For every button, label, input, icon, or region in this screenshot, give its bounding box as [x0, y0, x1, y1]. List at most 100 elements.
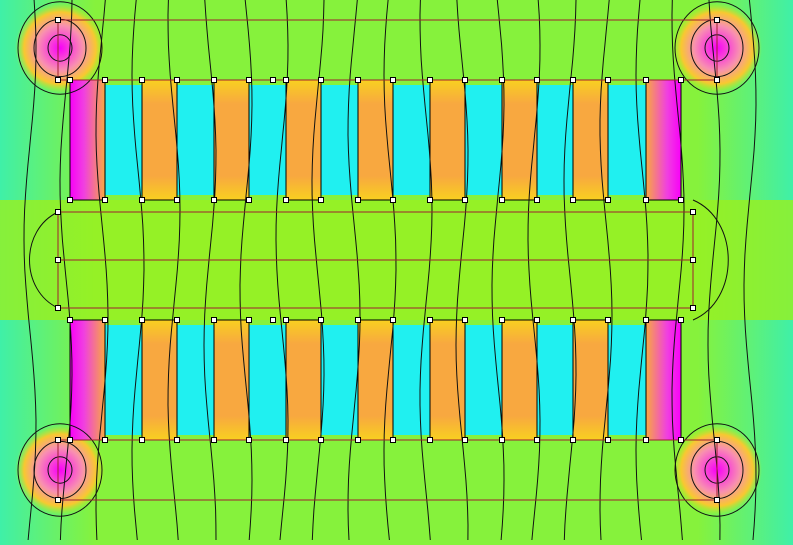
contour-line: [275, 0, 289, 541]
coil: [501, 319, 538, 441]
coil: [357, 79, 394, 201]
node: [55, 17, 61, 23]
node: [211, 197, 217, 203]
node: [355, 77, 361, 83]
contour-line: [692, 199, 729, 321]
node: [211, 437, 217, 443]
contour-line: [527, 0, 541, 541]
coil: [141, 79, 178, 201]
contour-line: [707, 0, 721, 541]
node: [643, 77, 649, 83]
node: [55, 257, 61, 263]
node: [174, 317, 180, 323]
coil: [501, 79, 538, 201]
node: [427, 197, 433, 203]
contour-loop: [674, 423, 760, 517]
node: [499, 437, 505, 443]
coil: [429, 319, 466, 441]
coil: [572, 319, 609, 441]
node: [462, 317, 468, 323]
node: [678, 437, 684, 443]
node: [211, 317, 217, 323]
node: [318, 317, 324, 323]
coils: [69, 79, 682, 441]
contour-line: [599, 0, 613, 541]
node: [318, 197, 324, 203]
node: [174, 437, 180, 443]
node: [102, 437, 108, 443]
node: [643, 437, 649, 443]
node: [643, 317, 649, 323]
node: [174, 197, 180, 203]
contour-line: [311, 0, 325, 541]
node: [690, 209, 696, 215]
coil: [69, 79, 106, 201]
coil: [141, 319, 178, 441]
node: [102, 197, 108, 203]
coil: [357, 319, 394, 441]
contour-line: [491, 0, 505, 541]
node: [246, 77, 252, 83]
outline-top: [57, 19, 718, 81]
contour-line: [203, 0, 217, 541]
contour-lines: [17, 0, 760, 541]
contour-loop: [17, 423, 103, 517]
node: [427, 77, 433, 83]
node: [139, 317, 145, 323]
node: [246, 197, 252, 203]
node: [499, 77, 505, 83]
node: [246, 317, 252, 323]
node: [102, 317, 108, 323]
node: [643, 197, 649, 203]
node: [355, 317, 361, 323]
node: [690, 305, 696, 311]
node: [570, 317, 576, 323]
contour-line: [419, 0, 433, 541]
node: [55, 305, 61, 311]
node: [390, 437, 396, 443]
coil: [645, 319, 682, 441]
node: [678, 317, 684, 323]
node: [714, 437, 720, 443]
node: [462, 197, 468, 203]
coil: [69, 319, 106, 441]
node: [211, 77, 217, 83]
node: [714, 77, 720, 83]
contour-line: [383, 0, 397, 541]
node: [462, 437, 468, 443]
node: [499, 197, 505, 203]
contour-loop: [47, 456, 73, 484]
coil: [429, 79, 466, 201]
node: [67, 197, 73, 203]
node: [139, 197, 145, 203]
node: [55, 77, 61, 83]
node: [605, 197, 611, 203]
nodes: [55, 17, 720, 503]
node: [283, 437, 289, 443]
coil: [285, 319, 322, 441]
node: [534, 317, 540, 323]
node: [283, 317, 289, 323]
node: [283, 77, 289, 83]
node: [55, 209, 61, 215]
node: [67, 317, 73, 323]
node: [462, 77, 468, 83]
node: [318, 437, 324, 443]
node: [690, 257, 696, 263]
contour-line: [347, 0, 361, 541]
contour-line: [29, 211, 59, 309]
node: [390, 197, 396, 203]
node: [102, 77, 108, 83]
node: [270, 317, 276, 323]
node: [390, 317, 396, 323]
contour-loop: [47, 34, 73, 62]
node: [67, 77, 73, 83]
contour-line: [635, 0, 649, 541]
node: [318, 77, 324, 83]
node: [427, 437, 433, 443]
contour-line: [23, 0, 37, 541]
contour-loop: [674, 1, 760, 95]
node: [246, 437, 252, 443]
contour-line: [239, 0, 253, 541]
